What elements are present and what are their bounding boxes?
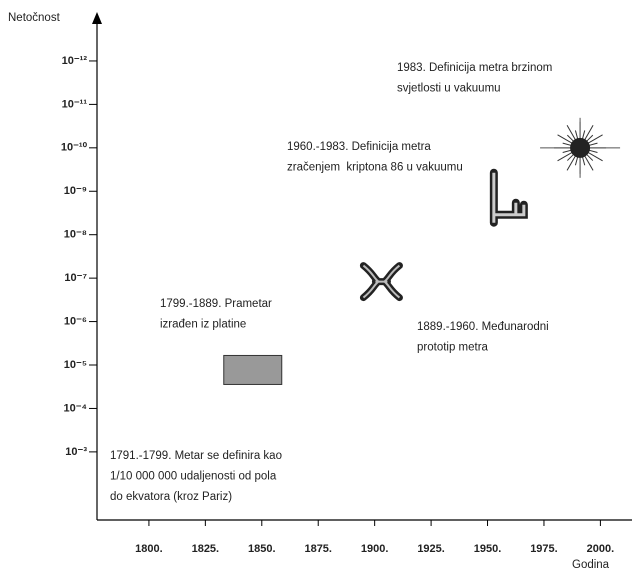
y-tick-label: 10⁻³ [65,446,87,458]
x-tick-label: 1800. [135,543,163,555]
data-point [359,262,403,302]
x-tick-label: 1925. [417,543,445,555]
annotation: 1799.-1889. Prametar [160,298,272,310]
x-tick-label: 1950. [474,543,502,555]
annotation: 1960.-1983. Definicija metra [287,141,431,153]
y-tick-label: 10⁻⁶ [64,315,87,327]
y-tick-label: 10⁻⁹ [64,185,87,197]
annotation: do ekvatora (kroz Pariz) [110,491,232,503]
y-tick-label: 10⁻⁷ [64,272,87,284]
x-tick-label: 1850. [248,543,276,555]
x-tick-label: 1975. [530,543,558,555]
annotation: prototip metra [417,342,489,354]
y-tick-label: 10⁻¹² [62,55,88,67]
x-tick-label: 1875. [304,543,332,555]
y-tick-label: 10⁻⁴ [64,402,87,414]
annotation: 1889.-1960. Međunarodni [417,321,549,333]
y-tick-label: 10⁻¹⁰ [61,142,88,154]
x-tick-label: 2000. [587,543,615,555]
x-tick-label: 1900. [361,543,389,555]
y-axis-arrow [92,12,102,24]
annotation: 1791.-1799. Metar se definira kao [110,450,282,462]
platinum-bar [223,354,283,385]
prototype-inner [362,264,401,299]
annotation: svjetlosti u vakuumu [397,83,501,95]
y-tick-label: 10⁻⁵ [64,359,87,371]
y-tick-label: 10⁻⁸ [64,229,87,241]
y-tick-label: 10⁻¹¹ [62,98,88,110]
annotation: izrađen iz platine [160,319,246,331]
x-tick-label: 1825. [192,543,220,555]
annotation: 1/10 000 000 udaljenosti od pola [110,471,277,483]
star-core [570,137,591,158]
y-axis-label: Netočnost [8,12,61,24]
annotation: 1983. Definicija metra brzinom [397,62,552,74]
x-axis-label: Godina [572,559,610,571]
lamp-inner [492,172,526,223]
data-point [540,117,621,178]
data-point [223,354,283,385]
data-point [489,168,528,227]
annotation: zračenjem kriptona 86 u vakuumu [287,162,463,174]
